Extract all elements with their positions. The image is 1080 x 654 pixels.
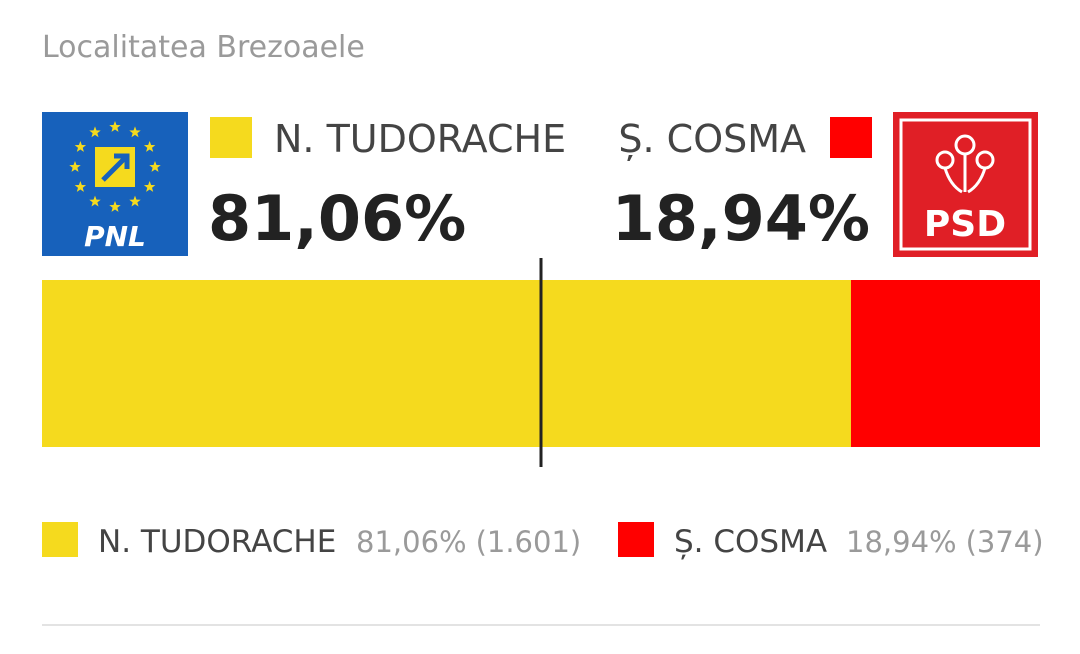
star	[143, 141, 156, 152]
bar-segment	[42, 280, 851, 447]
star	[89, 195, 101, 207]
value-label: 81,06%	[356, 525, 467, 559]
star	[129, 126, 141, 138]
star	[109, 201, 121, 212]
candidate-name: Ș. COSMA	[618, 117, 806, 161]
color-swatch	[210, 117, 252, 158]
legend-swatch	[618, 522, 654, 557]
star	[74, 181, 87, 192]
star	[149, 161, 161, 172]
legend-swatch	[42, 522, 78, 557]
candidate-name: N. TUDORACHE	[274, 117, 566, 161]
star	[89, 126, 101, 138]
pnl-logo: PNL	[42, 112, 188, 256]
value-label: 18,94%	[846, 525, 957, 559]
legend-value: 18,94% (374)	[846, 525, 1044, 559]
percent-label: 81,06%	[208, 182, 466, 255]
star	[129, 195, 141, 207]
vote-label: (1.601)	[476, 525, 582, 559]
star	[143, 181, 156, 192]
legend-label: N. TUDORACHE	[98, 524, 336, 560]
subtitle: Localitatea Brezoaele	[42, 30, 365, 65]
percent-label: 18,94%	[612, 182, 870, 255]
star	[69, 161, 81, 172]
logo-text: PNL	[84, 220, 146, 253]
bar-segment	[850, 280, 1040, 447]
legend-label: Ș. COSMA	[674, 524, 827, 560]
vote-label: (374)	[966, 525, 1044, 559]
logo-text: PSD	[924, 204, 1006, 245]
legend-value: 81,06% (1.601)	[356, 525, 581, 559]
psd-logo: PSD	[893, 112, 1038, 257]
star	[74, 141, 87, 152]
color-swatch	[830, 117, 872, 158]
star	[109, 121, 121, 132]
